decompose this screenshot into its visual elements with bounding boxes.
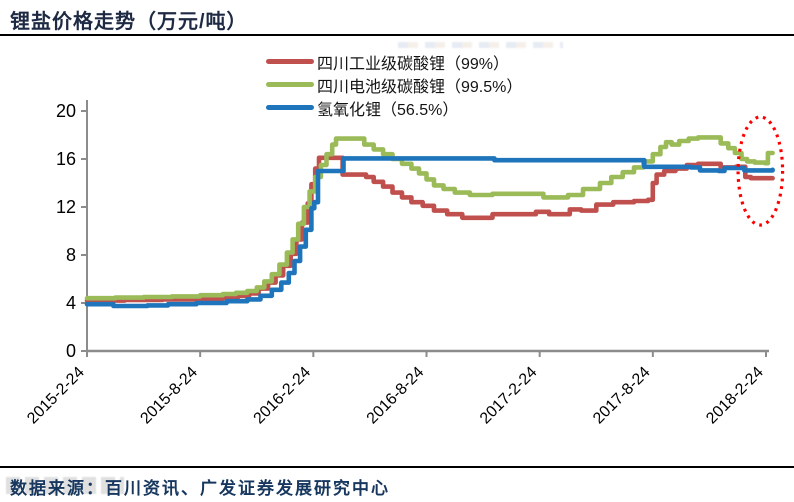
y-tick-label: 8 <box>66 245 76 265</box>
legend-item: 氢氧化锂（56.5%） <box>266 96 522 119</box>
chart-legend: 四川工业级碳酸锂（99%） 四川电池级碳酸锂（99.5%） 氢氧化锂（56.5%） <box>266 50 522 119</box>
highlight-ellipse-annotation <box>736 115 785 227</box>
x-tick-label: 2018-2-24 <box>703 364 767 428</box>
data-source: 数据来源：百川资讯、广发证券发展研究中心 <box>10 479 390 498</box>
x-tick-label: 2017-8-24 <box>590 364 654 428</box>
legend-item: 四川工业级碳酸锂（99%） <box>266 50 522 73</box>
legend-line-swatch <box>266 105 314 110</box>
title-underline <box>0 34 794 36</box>
y-tick-label: 20 <box>56 101 76 121</box>
legend-item: 四川电池级碳酸锂（99.5%） <box>266 73 522 96</box>
y-tick-label: 12 <box>56 197 76 217</box>
legend-line-swatch <box>266 82 314 87</box>
y-tick-label: 4 <box>66 293 76 313</box>
x-tick-label: 2015-2-24 <box>24 364 88 428</box>
y-tick-label: 16 <box>56 149 76 169</box>
legend-label: 四川工业级碳酸锂（99%） <box>317 55 510 73</box>
footer-rule <box>0 466 794 468</box>
x-tick-label: 2017-2-24 <box>477 364 541 428</box>
legend-line-swatch <box>266 59 314 64</box>
series-line <box>84 135 775 301</box>
legend-label: 四川电池级碳酸锂（99.5%） <box>317 78 523 96</box>
legend-label: 氢氧化锂（56.5%） <box>317 101 459 119</box>
x-tick-label: 2016-2-24 <box>251 364 315 428</box>
chart-title: 锂盐价格走势（万元/吨） <box>10 11 248 33</box>
y-tick-label: 0 <box>66 341 76 361</box>
x-tick-label: 2015-8-24 <box>137 364 201 428</box>
series-line <box>84 156 775 309</box>
x-tick-label: 2016-8-24 <box>364 364 428 428</box>
